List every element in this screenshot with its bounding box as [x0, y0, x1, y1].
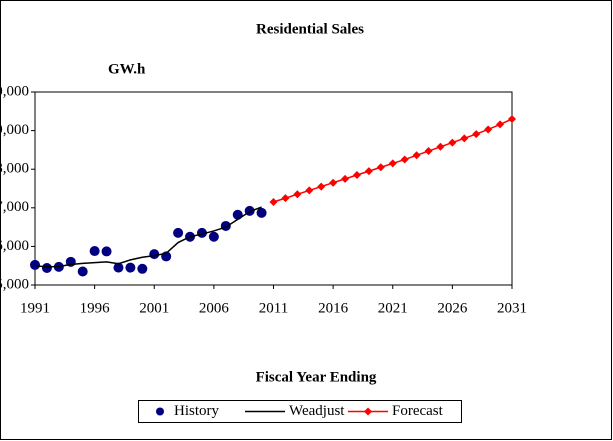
series-line [34, 206, 262, 268]
x-axis-label: Fiscal Year Ending [256, 369, 377, 385]
y-axis-label: GW.h [108, 61, 146, 77]
point [137, 263, 148, 274]
x-tick-label: 2021 [378, 300, 408, 316]
point [30, 259, 40, 270]
point [388, 159, 397, 168]
y-tick-label: 5,000 [0, 276, 29, 292]
y-tick-label: 6,000 [0, 238, 29, 254]
point [341, 174, 350, 183]
point [256, 207, 267, 218]
point [364, 167, 373, 176]
x-tick-label: 2016 [318, 300, 349, 316]
x-tick-label: 2026 [437, 300, 468, 316]
y-tick-label: 10,000 [0, 83, 29, 99]
x-tick-label: 2006 [199, 300, 230, 316]
legend-label: Weadjust [289, 403, 345, 419]
x-tick-label: 1996 [80, 300, 111, 316]
y-tick-label: 9,000 [0, 122, 29, 138]
point [352, 170, 361, 179]
legend-marker [156, 407, 164, 416]
point [508, 115, 516, 124]
y-tick-label: 8,000 [0, 161, 29, 177]
x-tick-label: 2011 [259, 300, 288, 316]
legend-frame [138, 400, 462, 423]
point [412, 151, 421, 160]
chart-title: Residential Sales [256, 21, 364, 37]
point [77, 266, 88, 277]
point [89, 246, 100, 257]
point [460, 134, 469, 143]
point [281, 194, 290, 203]
point [293, 190, 302, 199]
point [232, 209, 243, 220]
point [376, 163, 385, 172]
point [113, 262, 124, 273]
point [101, 246, 112, 257]
point [173, 227, 184, 238]
point [448, 138, 457, 147]
point [400, 155, 409, 164]
point [329, 178, 338, 187]
point [208, 231, 219, 242]
x-tick-label: 2001 [139, 300, 169, 316]
point [472, 130, 481, 139]
point [305, 186, 314, 195]
point [196, 227, 207, 238]
point [317, 182, 326, 191]
legend-label: Forecast [392, 403, 444, 419]
point [125, 262, 136, 273]
legend-marker [364, 407, 372, 416]
point [496, 120, 505, 129]
legend-label: History [174, 403, 220, 419]
point [149, 249, 160, 260]
point [41, 263, 52, 274]
y-tick-label: 7,000 [0, 199, 29, 215]
point [484, 125, 493, 134]
point [269, 198, 278, 207]
x-tick-label: 1991 [20, 300, 50, 316]
point [424, 147, 433, 156]
x-tick-label: 2031 [497, 300, 527, 316]
point [220, 220, 231, 231]
point [436, 142, 445, 151]
